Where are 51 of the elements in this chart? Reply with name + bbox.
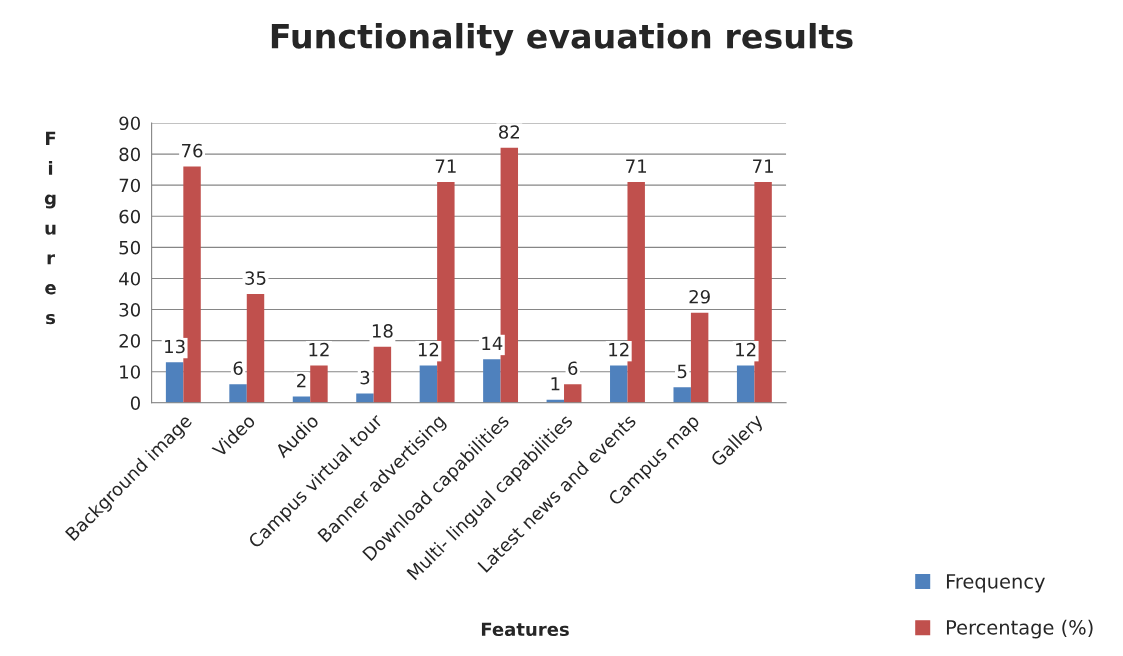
bar — [229, 384, 247, 403]
data-label: 71 — [626, 159, 647, 173]
data-label: 82 — [499, 125, 519, 139]
data-label: 35 — [245, 271, 266, 285]
bar — [246, 293, 265, 403]
data-label: 14 — [482, 336, 503, 350]
y-tick-label: 80 — [119, 147, 140, 162]
y-tick-label: 50 — [119, 240, 140, 255]
bar — [690, 312, 709, 403]
y-tick-label: 90 — [119, 116, 140, 131]
data-label: 12 — [609, 342, 629, 357]
data-label: 13 — [165, 339, 185, 354]
y-tick-label: 0 — [130, 396, 140, 410]
data-label: 71 — [753, 159, 773, 173]
y-tick-label: 10 — [120, 365, 140, 379]
data-label: 2 — [297, 373, 306, 388]
bar — [183, 166, 201, 403]
data-label: 12 — [736, 342, 756, 357]
bar — [754, 182, 772, 403]
y-tick-label: 20 — [119, 334, 140, 348]
bar — [419, 365, 438, 403]
x-axis-title: Features — [481, 622, 569, 637]
y-tick-label: 60 — [119, 209, 140, 224]
data-label: 12 — [309, 342, 329, 357]
bar — [736, 365, 755, 403]
data-label: 29 — [689, 289, 710, 304]
data-label: 5 — [677, 364, 687, 379]
bar — [673, 387, 691, 403]
y-tick-label: 70 — [119, 178, 140, 193]
bar — [483, 359, 501, 403]
y-tick-label: 30 — [119, 302, 140, 317]
data-label: 12 — [418, 342, 439, 357]
bar — [356, 393, 374, 403]
data-label: 6 — [568, 361, 578, 376]
data-label: 3 — [360, 370, 370, 385]
data-label: 76 — [182, 143, 203, 158]
data-label: 71 — [435, 159, 456, 173]
bar — [437, 182, 455, 403]
data-label: 6 — [233, 361, 243, 376]
data-label: 18 — [372, 324, 393, 338]
legend-label: Frequency — [946, 574, 1045, 593]
y-tick-label: 40 — [119, 271, 140, 286]
data-label: 1 — [551, 377, 560, 391]
bar — [310, 365, 328, 403]
bar — [627, 182, 645, 403]
legend-label: Percentage (%) — [946, 619, 1093, 639]
chart-title: Functionality evauation results — [271, 22, 853, 56]
bar — [165, 362, 184, 403]
y-axis-title: Figures — [44, 131, 56, 325]
bar — [610, 365, 628, 403]
bar — [373, 346, 392, 403]
